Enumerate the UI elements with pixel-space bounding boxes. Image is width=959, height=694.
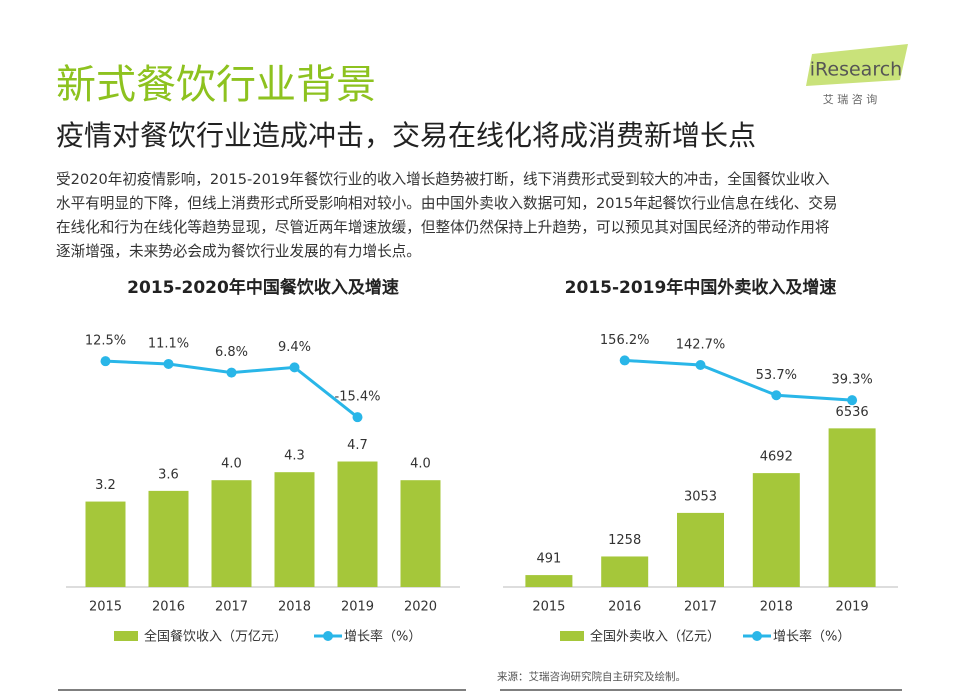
point xyxy=(695,359,706,370)
point xyxy=(847,395,858,406)
data-label: 142.7% xyxy=(676,337,726,352)
data-label: 491 xyxy=(536,552,561,567)
legend-swatch xyxy=(752,631,762,641)
data-label: 3.6 xyxy=(158,467,179,482)
bar xyxy=(274,472,315,587)
paragraph-line: 在线化和行为在线化等趋势显现，尽管近两年增速放缓，但整体仍然保持上升趋势，可以预… xyxy=(56,219,830,236)
bar xyxy=(400,480,441,587)
legend-label: 全国餐饮收入（万亿元） xyxy=(144,629,287,645)
page-title: 新式餐饮行业背景 xyxy=(56,62,376,108)
data-label: 3.2 xyxy=(95,478,116,493)
data-label: 4.7 xyxy=(347,438,368,453)
bar xyxy=(85,501,126,587)
source: 来源：艾瑞咨询研究院自主研究及绘制。 xyxy=(497,670,686,683)
x-tick-label: 2020 xyxy=(404,600,437,615)
bar xyxy=(752,473,800,587)
data-label: 1258 xyxy=(608,533,641,548)
point xyxy=(226,367,237,378)
x-tick-label: 2017 xyxy=(684,600,717,615)
x-tick-label: 2016 xyxy=(152,600,185,615)
bar xyxy=(828,428,876,587)
data-label: 4.3 xyxy=(284,449,305,464)
data-label: 4.0 xyxy=(221,457,242,472)
x-tick-label: 2019 xyxy=(341,600,374,615)
bar xyxy=(601,556,649,587)
data-label: 53.7% xyxy=(756,368,797,383)
legend-swatch xyxy=(323,631,333,641)
x-tick-label: 2016 xyxy=(608,600,641,615)
paragraph-line: 受2020年初疫情影响，2015-2019年餐饮行业的收入增长趋势被打断，线下消… xyxy=(56,171,830,188)
logo-shape xyxy=(806,44,908,86)
logo-name: iResearch xyxy=(810,59,902,81)
data-label: 6536 xyxy=(836,405,869,420)
point xyxy=(289,362,300,373)
x-tick-label: 2017 xyxy=(215,600,248,615)
data-label: 3053 xyxy=(684,489,717,504)
bar xyxy=(148,490,189,587)
x-tick-label: 2015 xyxy=(532,600,565,615)
paragraph-line: 水平有明显的下降，但线上消费形式所受影响相对较小。由中国外卖收入数据可知，201… xyxy=(56,195,838,212)
data-label: 4692 xyxy=(760,450,793,465)
paragraph: 受2020年初疫情影响，2015-2019年餐饮行业的收入增长趋势被打断，线下消… xyxy=(56,168,837,264)
data-label: 4.0 xyxy=(410,457,431,472)
bar xyxy=(211,480,252,587)
legend-swatch xyxy=(560,631,584,641)
chart-title: 2015-2020年中国餐饮收入及增速 xyxy=(127,277,399,298)
bar xyxy=(337,461,378,587)
data-label: 11.1% xyxy=(148,336,189,351)
legend-swatch xyxy=(114,631,138,641)
x-tick-label: 2015 xyxy=(89,600,122,615)
page-subtitle: 疫情对餐饮行业造成冲击，交易在线化将成消费新增长点 xyxy=(56,119,757,152)
x-tick-label: 2018 xyxy=(278,600,311,615)
chart-title: 2015-2019年中国外卖收入及增速 xyxy=(565,277,837,298)
line xyxy=(624,358,853,402)
data-label: -15.4% xyxy=(335,390,381,405)
data-label: 12.5% xyxy=(85,334,126,349)
bar xyxy=(525,575,573,587)
data-label: 39.3% xyxy=(831,373,872,388)
legend-label: 全国外卖收入（亿元） xyxy=(590,629,720,645)
logo-sub: 艾 瑞 咨 询 xyxy=(823,92,878,106)
point xyxy=(771,390,782,401)
data-label: 9.4% xyxy=(278,340,311,355)
bar xyxy=(677,512,724,587)
x-tick-label: 2019 xyxy=(836,600,869,615)
legend-label: 增长率（%） xyxy=(344,629,421,645)
point xyxy=(163,358,174,369)
data-label: 156.2% xyxy=(600,333,650,348)
data-label: 6.8% xyxy=(215,345,248,360)
x-tick-label: 2018 xyxy=(760,600,793,615)
paragraph-line: 逐渐增强，未来势必会成为餐饮行业发展的有力增长点。 xyxy=(56,243,421,260)
point xyxy=(100,356,111,367)
point xyxy=(352,412,363,423)
legend-label: 增长率（%） xyxy=(773,629,850,645)
point xyxy=(619,355,630,366)
